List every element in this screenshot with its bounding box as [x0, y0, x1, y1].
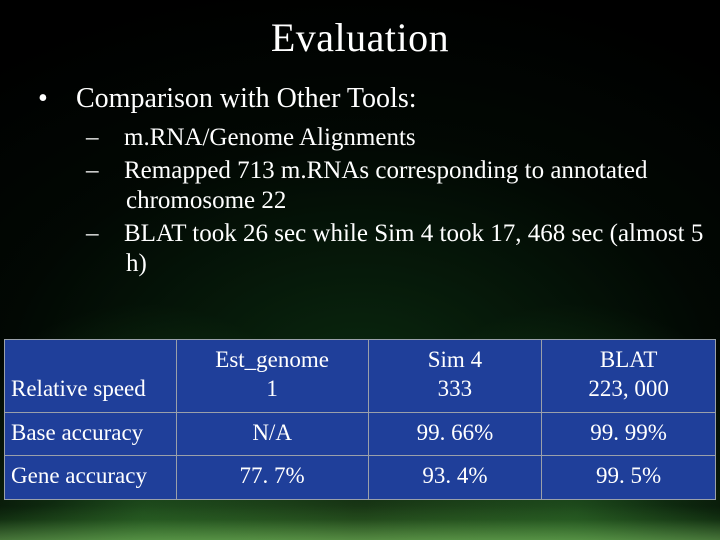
cell-value: N/A — [176, 412, 368, 456]
cell-value: 99. 5% — [542, 456, 716, 500]
dash-icon: – — [106, 123, 124, 154]
header-and-value: BLAT223, 000 — [542, 340, 716, 413]
dash-icon: – — [106, 156, 124, 187]
cell-value: 99. 66% — [368, 412, 542, 456]
bullet-text: Comparison with Other Tools: — [76, 83, 417, 114]
header-and-value: Est_genome1 — [176, 340, 368, 413]
comparison-table-wrap: Relative speedEst_genome1Sim 4333BLAT223… — [4, 339, 716, 500]
footer-glow — [0, 506, 720, 540]
header-and-value: Sim 4333 — [368, 340, 542, 413]
sub-bullet-text: Remapped 713 m.RNAs corresponding to ann… — [124, 157, 648, 215]
page-title: Evaluation — [10, 14, 710, 61]
table-row: Base accuracyN/A99. 66%99. 99% — [5, 412, 716, 456]
cell-value: 99. 99% — [542, 412, 716, 456]
sub-bullet: –BLAT took 26 sec while Sim 4 took 17, 4… — [106, 219, 710, 280]
row-label-relative-speed: Relative speed — [5, 340, 177, 413]
comparison-table: Relative speedEst_genome1Sim 4333BLAT223… — [4, 339, 716, 500]
sub-bullet: –m.RNA/Genome Alignments — [106, 123, 710, 154]
table-row: Gene accuracy77. 7%93. 4%99. 5% — [5, 456, 716, 500]
sub-bullet-list: –m.RNA/Genome Alignments –Remapped 713 m… — [106, 123, 710, 280]
table-row: Relative speedEst_genome1Sim 4333BLAT223… — [5, 340, 716, 413]
sub-bullet-text: BLAT took 26 sec while Sim 4 took 17, 46… — [124, 220, 703, 278]
bullet-marker: • — [58, 83, 76, 115]
slide: Evaluation •Comparison with Other Tools:… — [0, 0, 720, 540]
cell-value: 93. 4% — [368, 456, 542, 500]
dash-icon: – — [106, 219, 124, 250]
sub-bullet: –Remapped 713 m.RNAs corresponding to an… — [106, 156, 710, 217]
row-label: Gene accuracy — [5, 456, 177, 500]
bullet-comparison: •Comparison with Other Tools: — [58, 83, 710, 115]
row-label: Base accuracy — [5, 412, 177, 456]
cell-value: 77. 7% — [176, 456, 368, 500]
sub-bullet-text: m.RNA/Genome Alignments — [124, 124, 416, 151]
